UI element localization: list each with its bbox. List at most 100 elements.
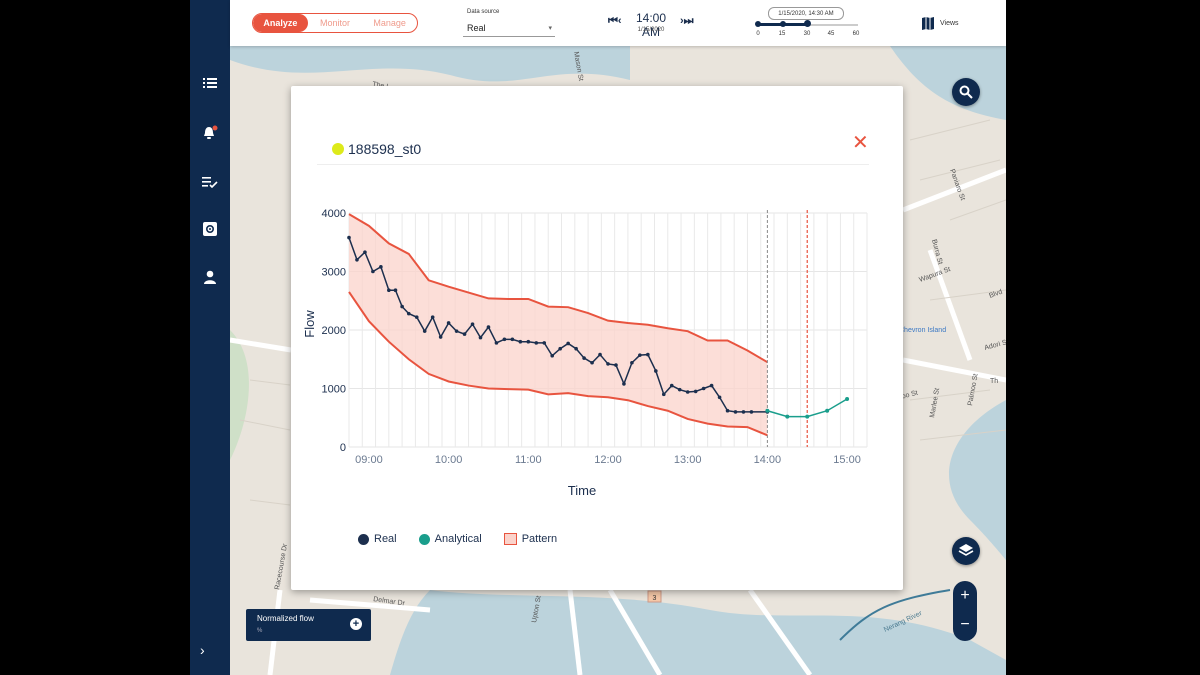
map-label-chevron-island: Chevron Island bbox=[899, 327, 946, 334]
pattern-lower-line bbox=[348, 291, 768, 437]
station-modal: 188598_st0 ✕ 09:00 10:00 11:00 12:00 13:00 14… bbox=[291, 86, 903, 590]
real-point bbox=[470, 322, 475, 326]
real-point bbox=[510, 337, 515, 342]
settings-icon[interactable] bbox=[190, 214, 230, 244]
slider-dot-0 bbox=[755, 21, 761, 27]
data-source-select[interactable]: Real ▾ bbox=[463, 20, 555, 37]
real-point bbox=[534, 341, 539, 345]
close-icon[interactable]: ✕ bbox=[852, 132, 869, 154]
map-label-upton: Upton St bbox=[531, 595, 543, 623]
station-status-dot bbox=[332, 143, 344, 155]
search-button[interactable] bbox=[952, 78, 980, 106]
x-axis-label: Time bbox=[568, 483, 596, 498]
user-icon[interactable] bbox=[190, 262, 230, 292]
zoom-in-button[interactable]: + bbox=[960, 587, 970, 604]
real-point bbox=[622, 382, 626, 386]
map-label-th: Th bbox=[990, 378, 998, 385]
x-tick-label: 11:00 bbox=[515, 454, 542, 466]
real-point bbox=[379, 265, 383, 269]
layers-icon bbox=[958, 544, 974, 556]
tab-manage[interactable]: Manage bbox=[373, 18, 406, 28]
search-icon bbox=[959, 85, 973, 99]
y-tick-label: 3000 bbox=[322, 267, 346, 279]
y-axis-label: Flow bbox=[302, 310, 317, 338]
analytical-point bbox=[765, 408, 770, 413]
map-legend[interactable]: Normalized flow % + bbox=[246, 609, 371, 641]
map-label-the-i: The I bbox=[372, 81, 389, 91]
add-icon[interactable]: + bbox=[350, 618, 362, 630]
legend-item-real[interactable]: Real bbox=[358, 533, 397, 545]
map-icon bbox=[922, 17, 934, 30]
real-point bbox=[518, 339, 523, 344]
layers-button[interactable] bbox=[952, 537, 980, 565]
real-point bbox=[709, 383, 714, 388]
station-title: 188598_st0 bbox=[348, 141, 422, 157]
views-label: Views bbox=[940, 20, 959, 27]
legend-swatch-pattern bbox=[503, 533, 517, 545]
legend-item-analytical[interactable]: Analytical bbox=[418, 533, 482, 545]
bell-icon[interactable] bbox=[190, 118, 230, 148]
real-point bbox=[638, 353, 642, 357]
real-point bbox=[371, 269, 375, 274]
real-point bbox=[542, 341, 547, 345]
real-point bbox=[677, 387, 682, 392]
analytical-point bbox=[845, 397, 850, 402]
legend-label-analytical: Analytical bbox=[434, 533, 482, 545]
pattern-upper-line bbox=[348, 213, 768, 364]
zoom-control: + − bbox=[953, 581, 977, 641]
views-button[interactable]: Views bbox=[922, 17, 959, 30]
real-point bbox=[454, 329, 459, 333]
real-point bbox=[393, 288, 398, 293]
real-point bbox=[438, 335, 443, 339]
y-tick-label: 1000 bbox=[322, 384, 346, 396]
legend-item-pattern[interactable]: Pattern bbox=[503, 533, 557, 545]
real-point bbox=[685, 390, 690, 394]
real-point bbox=[669, 383, 674, 388]
real-point bbox=[646, 352, 650, 357]
list-icon[interactable] bbox=[190, 68, 230, 98]
x-tick-label: 13:00 bbox=[674, 454, 702, 466]
current-time: 14:00 AM bbox=[635, 11, 667, 39]
analytical-point bbox=[785, 414, 790, 419]
chevron-right-icon[interactable]: › bbox=[200, 642, 205, 658]
real-point bbox=[725, 408, 730, 413]
x-tick-label: 15:00 bbox=[833, 454, 861, 466]
legend-swatch-analytical bbox=[418, 533, 430, 545]
slider-tick-label: 30 bbox=[803, 31, 811, 37]
tab-analyze[interactable]: Analyze bbox=[253, 14, 308, 32]
real-point bbox=[494, 341, 499, 345]
skip-back-icon[interactable]: ⏮‹ bbox=[608, 15, 622, 27]
slider-value-badge: 1/15/2020, 14:30 AM bbox=[768, 7, 844, 20]
tab-monitor[interactable]: Monitor bbox=[320, 18, 351, 28]
real-point bbox=[446, 321, 451, 325]
x-tick-label: 14:00 bbox=[754, 454, 782, 466]
checklist-icon[interactable] bbox=[190, 167, 230, 197]
time-slider-handle[interactable] bbox=[804, 20, 811, 27]
real-point bbox=[566, 341, 570, 346]
real-point bbox=[486, 325, 491, 329]
y-tick-label: 4000 bbox=[322, 208, 346, 220]
slider-tick-label: 15 bbox=[778, 31, 786, 37]
real-point bbox=[430, 315, 435, 319]
flow-chart: 09:00 10:00 11:00 12:00 13:00 14:00 15:00 0 100… bbox=[302, 208, 868, 498]
y-tick-label: 2000 bbox=[322, 325, 346, 337]
real-point bbox=[606, 362, 610, 366]
real-point bbox=[733, 410, 738, 414]
real-point bbox=[749, 410, 754, 414]
chart-legend: Real Analytical Pattern bbox=[358, 533, 579, 545]
real-point bbox=[400, 304, 404, 309]
real-point bbox=[630, 360, 634, 365]
legend-swatch-real bbox=[358, 533, 369, 545]
chevron-down-icon: ▾ bbox=[548, 25, 552, 32]
real-point bbox=[614, 363, 618, 367]
real-point bbox=[558, 346, 562, 351]
real-point bbox=[590, 360, 594, 365]
map-legend-title: Normalized flow bbox=[257, 614, 314, 623]
real-point bbox=[355, 258, 359, 262]
current-date: 1/15/2020 bbox=[637, 27, 665, 33]
skip-forward-icon[interactable]: ›⏭ bbox=[680, 15, 694, 27]
road-badge: 3 bbox=[653, 595, 657, 602]
top-bar: Analyze Monitor Manage Data source Real … bbox=[230, 0, 1006, 46]
real-point bbox=[598, 352, 602, 357]
zoom-out-button[interactable]: − bbox=[960, 616, 970, 633]
